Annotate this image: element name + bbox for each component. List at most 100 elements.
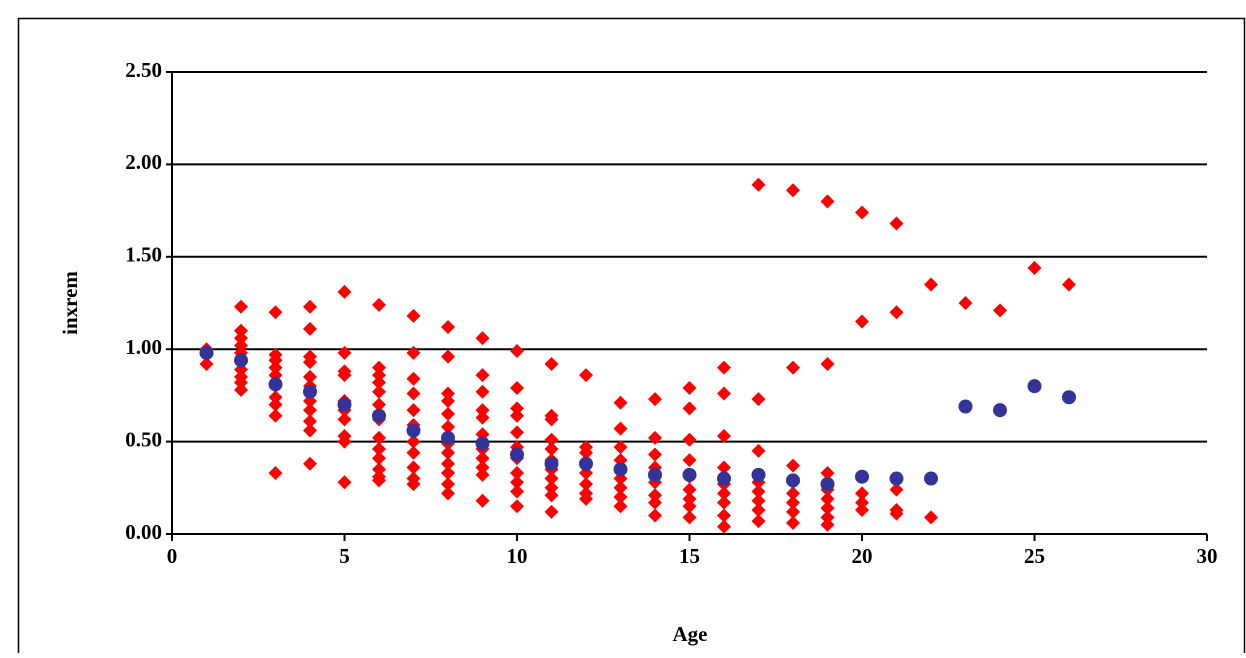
data-point <box>751 484 766 499</box>
data-point <box>372 360 386 375</box>
data-point <box>510 408 524 423</box>
y-tick-label: 1.00 <box>125 335 162 359</box>
mean-point <box>958 399 973 414</box>
y-tick-label: 0.00 <box>125 520 162 544</box>
data-point <box>406 371 421 386</box>
data-point <box>475 403 490 418</box>
y-tick-label: 2.00 <box>125 150 162 174</box>
data-point <box>544 412 559 427</box>
data-point <box>234 382 248 397</box>
data-point <box>613 480 628 495</box>
data-point <box>441 419 455 434</box>
mean-point <box>579 456 593 471</box>
data-point <box>648 447 662 462</box>
data-point <box>441 477 455 492</box>
x-tick-label: 10 <box>507 544 528 568</box>
data-point <box>544 504 559 519</box>
data-point <box>544 432 559 447</box>
data-point <box>372 441 386 456</box>
data-point <box>337 345 352 360</box>
data-point <box>441 393 455 408</box>
data-point <box>613 395 628 410</box>
mean-point <box>268 377 283 392</box>
data-point <box>786 360 800 375</box>
mean-point <box>303 384 317 399</box>
data-point <box>786 515 800 530</box>
x-tick-label: 0 <box>167 544 178 568</box>
data-point <box>372 375 386 390</box>
data-point <box>820 501 835 516</box>
data-point <box>855 205 869 220</box>
mean-point <box>406 423 421 438</box>
y-axis-title: inxrem <box>58 271 82 335</box>
data-point <box>406 345 421 360</box>
data-point <box>475 410 490 425</box>
data-point <box>717 460 731 475</box>
data-point <box>337 368 352 383</box>
data-point <box>234 331 248 346</box>
data-point <box>820 510 835 525</box>
mean-point <box>199 345 214 360</box>
data-point <box>579 477 593 492</box>
data-point <box>682 499 697 514</box>
data-point <box>579 491 593 506</box>
data-point <box>406 434 421 449</box>
data-point <box>544 441 559 456</box>
data-point <box>820 194 835 209</box>
mean-point <box>993 403 1007 418</box>
data-point <box>475 460 490 475</box>
data-point <box>751 502 766 517</box>
data-point <box>510 475 524 490</box>
data-point <box>682 401 697 416</box>
data-point <box>441 406 455 421</box>
data-point <box>406 445 421 460</box>
data-point <box>406 308 421 323</box>
data-point <box>786 495 800 510</box>
data-point <box>751 177 766 192</box>
data-point <box>717 486 731 501</box>
data-point <box>820 466 835 481</box>
data-point <box>889 506 904 521</box>
x-axis-title: Age <box>673 622 708 646</box>
data-point <box>682 491 697 506</box>
x-tick-label: 5 <box>339 544 350 568</box>
mean-point <box>613 462 628 477</box>
data-point <box>717 508 731 523</box>
data-point <box>234 299 248 314</box>
data-point <box>510 344 524 359</box>
data-point <box>648 495 662 510</box>
data-point <box>648 392 662 407</box>
data-point <box>441 349 455 364</box>
data-point <box>1027 260 1042 275</box>
mean-point <box>372 408 386 423</box>
mean-point <box>648 467 662 482</box>
data-point <box>544 471 559 486</box>
data-point <box>268 353 283 368</box>
data-point <box>510 425 524 440</box>
data-point <box>372 462 386 477</box>
data-point <box>337 412 352 427</box>
data-point <box>751 514 766 529</box>
mean-point <box>682 467 697 482</box>
data-point <box>751 443 766 458</box>
data-point <box>337 475 352 490</box>
mean-point <box>820 477 835 492</box>
data-point <box>510 401 524 416</box>
data-point <box>372 297 386 312</box>
data-point <box>786 504 800 519</box>
data-point <box>406 477 421 492</box>
data-point <box>372 473 386 488</box>
data-point <box>717 495 731 510</box>
data-point <box>648 488 662 503</box>
data-point <box>475 451 490 466</box>
mean-point <box>924 471 938 486</box>
data-point <box>441 320 455 335</box>
data-point <box>372 384 386 399</box>
data-point <box>510 484 524 499</box>
data-point <box>510 381 524 396</box>
data-point <box>441 466 455 481</box>
data-point <box>475 331 490 346</box>
data-point <box>337 284 352 299</box>
data-point <box>234 323 248 338</box>
